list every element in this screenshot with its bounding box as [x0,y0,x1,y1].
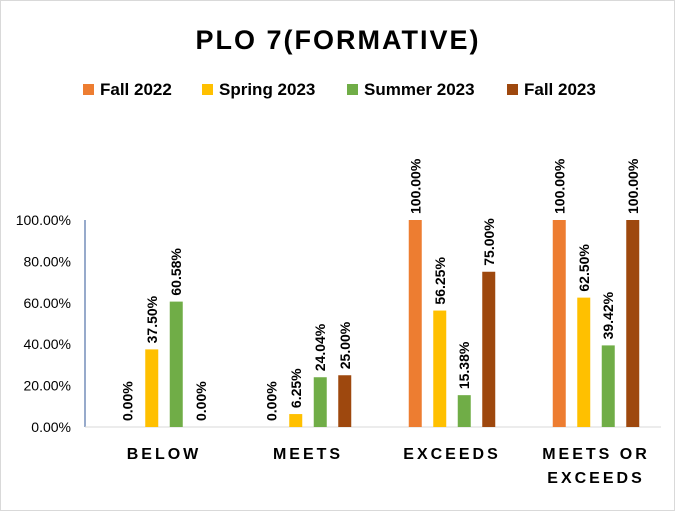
bar [457,395,471,427]
bar [408,220,422,427]
chart-title: PLO 7(FORMATIVE) [196,25,481,55]
data-label: 100.00% [625,158,641,214]
bar [313,377,327,427]
data-label: 39.42% [600,291,616,339]
legend-label: Summer 2023 [364,80,475,99]
y-tick-label: 40.00% [24,336,71,352]
data-label: 25.00% [337,321,353,369]
bar [145,349,159,427]
data-label: 62.50% [576,244,592,292]
data-label: 0.00% [119,381,135,421]
x-category-label: EXCEEDS [547,470,644,487]
bar [552,220,566,427]
data-label: 100.00% [551,158,567,214]
y-tick-label: 20.00% [24,378,71,394]
bar [601,345,615,427]
x-category-label: MEETS OR [542,446,650,463]
legend-label: Spring 2023 [219,80,315,99]
y-tick-label: 80.00% [24,253,71,269]
bar [338,375,352,427]
x-category-label: MEETS [273,446,343,463]
bar [482,271,496,427]
data-label: 60.58% [168,248,184,296]
legend-label: Fall 2023 [524,80,596,99]
x-category-label: EXCEEDS [403,446,500,463]
data-label: 37.50% [144,295,160,343]
data-label: 75.00% [481,218,497,266]
data-label: 0.00% [263,381,279,421]
data-label: 6.25% [288,368,304,408]
x-category-label: BELOW [127,446,202,463]
y-tick-label: 60.00% [24,295,71,311]
data-label: 0.00% [193,381,209,421]
y-axis: 0.00% 20.00% 40.00% 60.00% 80.00% 100.00% [16,212,86,435]
data-label: 15.38% [456,341,472,389]
legend-swatch [83,84,94,95]
data-label: 56.25% [432,257,448,305]
legend: Fall 2022 Spring 2023 Summer 2023 Fall 2023 [83,80,596,99]
legend-swatch [507,84,518,95]
x-axis: BELOW MEETS EXCEEDS MEETS OR EXCEEDS [85,426,661,487]
data-labels: 0.00% 37.50% 60.58% 0.00% 0.00% 6.25% 24.04% 25… [119,158,641,421]
bar [577,297,591,427]
legend-label: Fall 2022 [100,80,172,99]
bars [145,220,640,427]
data-label: 24.04% [312,323,328,371]
bar [433,310,447,427]
data-label: 100.00% [407,158,423,214]
bar [626,220,640,427]
legend-swatch [202,84,213,95]
legend-swatch [347,84,358,95]
y-tick-label: 100.00% [16,212,71,228]
bar [169,301,183,427]
bar [289,414,303,427]
y-tick-label: 0.00% [31,419,71,435]
